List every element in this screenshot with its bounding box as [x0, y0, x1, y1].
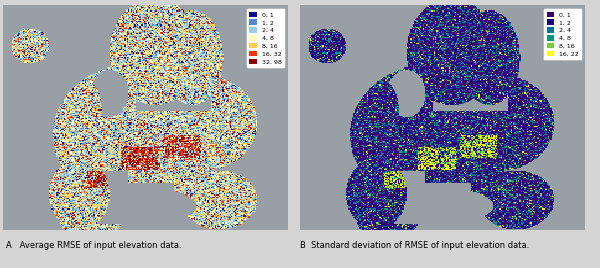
Text: B  Standard deviation of RMSE of input elevation data.: B Standard deviation of RMSE of input el…: [300, 241, 529, 250]
Legend: 0, 1, 1, 2, 2, 4, 4, 8, 8, 16, 16, 32, 32, 98: 0, 1, 1, 2, 2, 4, 4, 8, 8, 16, 16, 32, 3…: [246, 9, 285, 68]
Text: A   Average RMSE of input elevation data.: A Average RMSE of input elevation data.: [6, 241, 182, 250]
Legend: 0, 1, 1, 2, 2, 4, 4, 8, 8, 16, 16, 22: 0, 1, 1, 2, 2, 4, 4, 8, 8, 16, 16, 22: [544, 9, 582, 60]
